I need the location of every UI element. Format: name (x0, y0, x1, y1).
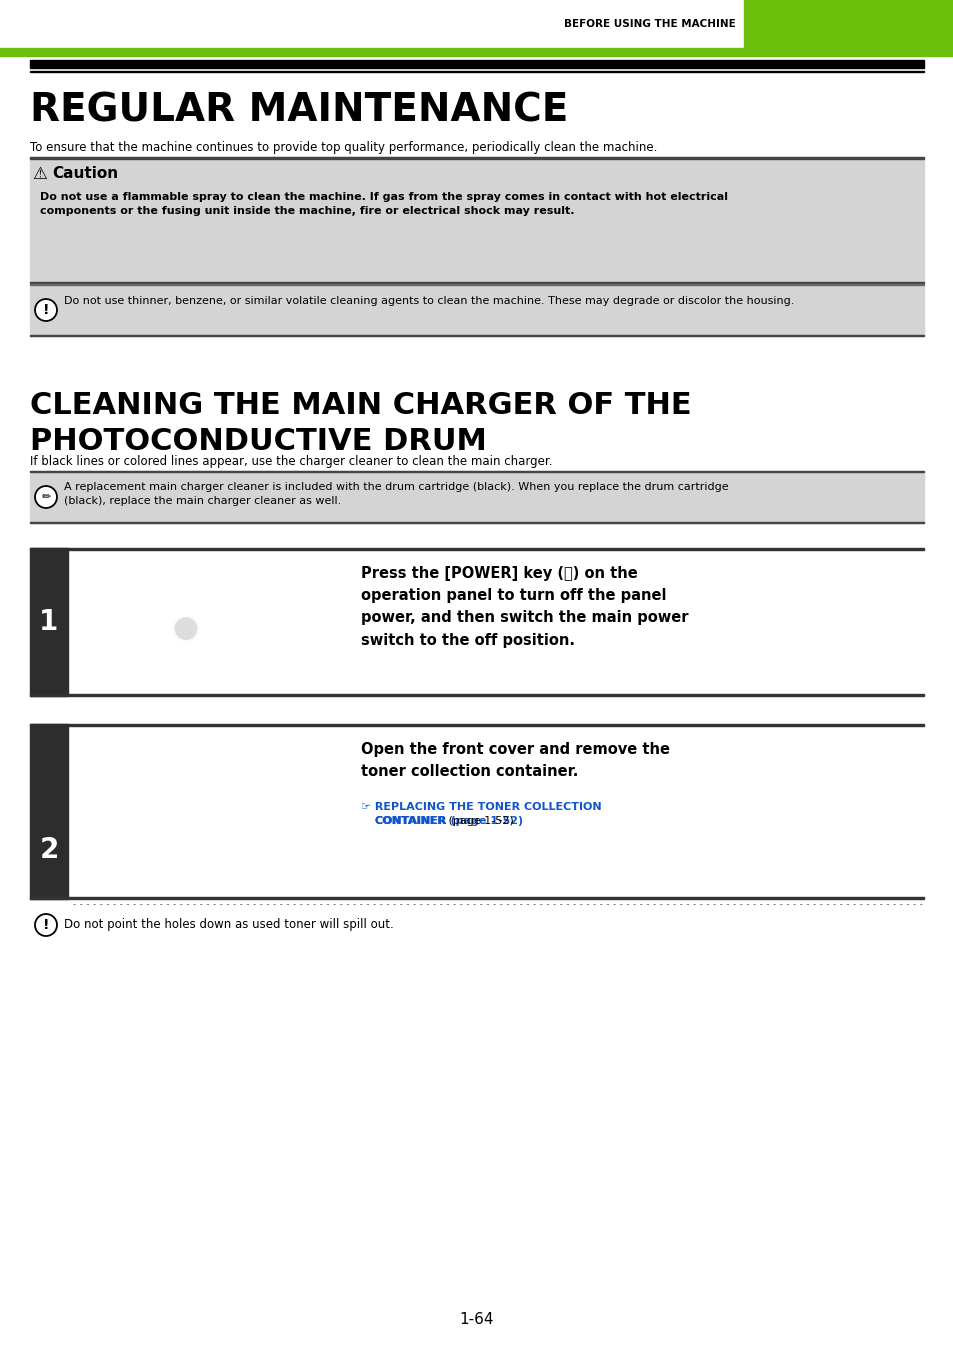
Bar (30, 282, 923, 284)
Text: ⚠: ⚠ (32, 165, 47, 184)
Text: A replacement main charger cleaner is included with the drum cartridge (black). : A replacement main charger cleaner is in… (64, 482, 728, 506)
Circle shape (35, 486, 57, 508)
Text: If black lines or colored lines appear, use the charger cleaner to clean the mai: If black lines or colored lines appear, … (30, 455, 552, 467)
Text: CONTAINER: CONTAINER (375, 815, 446, 826)
Text: CONTAINER (page 1-52): CONTAINER (page 1-52) (375, 815, 522, 826)
Text: CLEANING THE MAIN CHARGER OF THE: CLEANING THE MAIN CHARGER OF THE (30, 392, 691, 420)
Circle shape (126, 593, 186, 652)
Bar (30, 548, 68, 697)
Text: Do not use a flammable spray to clean the machine. If gas from the spray comes i: Do not use a flammable spray to clean th… (40, 192, 727, 216)
Bar (0, 49, 953, 55)
Bar (30, 548, 923, 549)
Text: REGULAR MAINTENANCE: REGULAR MAINTENANCE (30, 90, 568, 130)
Circle shape (35, 298, 57, 321)
Text: 1: 1 (39, 608, 58, 636)
Text: PHOTOCONDUCTIVE DRUM: PHOTOCONDUCTIVE DRUM (30, 427, 486, 455)
Circle shape (173, 617, 198, 641)
Text: Caution: Caution (52, 166, 118, 181)
Text: !: ! (43, 918, 50, 932)
Text: 2: 2 (39, 836, 59, 864)
Bar (30, 284, 923, 336)
Bar (743, 0, 953, 49)
Text: BEFORE USING THE MACHINE: BEFORE USING THE MACHINE (563, 19, 735, 28)
Text: Do not point the holes down as used toner will spill out.: Do not point the holes down as used tone… (64, 918, 394, 932)
Bar (30, 724, 923, 726)
Text: ✏: ✏ (41, 491, 51, 502)
Bar (30, 335, 923, 336)
Bar (30, 157, 923, 158)
Bar (30, 694, 923, 697)
Bar (30, 724, 68, 899)
Text: Press the [POWER] key (ⓧ) on the
operation panel to turn off the panel
power, an: Press the [POWER] key (ⓧ) on the operati… (360, 566, 688, 648)
Bar (76, 732, 346, 857)
Circle shape (141, 608, 171, 637)
Text: ☞ REPLACING THE TONER COLLECTION: ☞ REPLACING THE TONER COLLECTION (360, 802, 601, 811)
Text: To ensure that the machine continues to provide top quality performance, periodi: To ensure that the machine continues to … (30, 142, 657, 154)
Bar (30, 896, 923, 899)
Text: Open the front cover and remove the
toner collection container.: Open the front cover and remove the tone… (360, 743, 669, 779)
Text: 1-64: 1-64 (459, 1312, 494, 1327)
Bar (30, 471, 923, 522)
Bar (30, 521, 923, 522)
Bar (30, 59, 923, 68)
Text: Do not use thinner, benzene, or similar volatile cleaning agents to clean the ma: Do not use thinner, benzene, or similar … (64, 296, 794, 306)
Text: (page 1-52): (page 1-52) (444, 815, 514, 826)
Bar (76, 556, 346, 688)
Bar (30, 471, 923, 472)
Text: !: ! (43, 302, 50, 317)
Bar (30, 70, 923, 72)
Circle shape (35, 914, 57, 936)
Bar (30, 157, 923, 284)
